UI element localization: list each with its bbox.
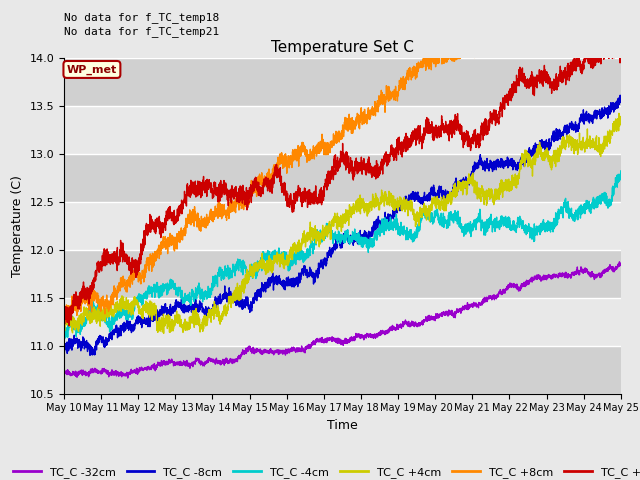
TC_C -8cm bbox=[617, 94, 625, 100]
Bar bbox=[64, 298, 621, 346]
Line: TC_C -8cm: TC_C -8cm bbox=[64, 95, 621, 355]
Text: No data for f_TC_temp21: No data for f_TC_temp21 bbox=[64, 26, 220, 37]
Title: Temperature Set C: Temperature Set C bbox=[271, 40, 414, 55]
Text: No data for f_TC_temp18: No data for f_TC_temp18 bbox=[64, 12, 220, 23]
TC_C +4cm bbox=[617, 120, 625, 126]
TC_C +8cm bbox=[436, 45, 444, 51]
TC_C +4cm bbox=[615, 110, 623, 116]
TC_C +4cm bbox=[617, 117, 625, 122]
TC_C +4cm bbox=[406, 208, 414, 214]
TC_C +4cm bbox=[60, 324, 68, 329]
Text: WP_met: WP_met bbox=[67, 64, 117, 74]
TC_C -32cm bbox=[617, 262, 625, 268]
TC_C +4cm bbox=[564, 136, 572, 142]
TC_C -32cm bbox=[406, 321, 414, 327]
TC_C +12cm bbox=[65, 323, 72, 329]
Bar bbox=[64, 346, 621, 394]
TC_C +12cm bbox=[617, 51, 625, 57]
TC_C -8cm bbox=[617, 97, 625, 103]
TC_C -8cm bbox=[180, 306, 188, 312]
Y-axis label: Temperature (C): Temperature (C) bbox=[11, 175, 24, 276]
TC_C -8cm bbox=[86, 352, 93, 358]
TC_C +12cm bbox=[583, 45, 591, 51]
Bar bbox=[64, 250, 621, 298]
TC_C -4cm bbox=[216, 264, 223, 270]
TC_C -4cm bbox=[406, 233, 414, 239]
TC_C -32cm bbox=[617, 260, 625, 266]
TC_C +8cm bbox=[564, 45, 572, 51]
TC_C -32cm bbox=[397, 323, 404, 329]
TC_C -32cm bbox=[180, 361, 188, 367]
TC_C +12cm bbox=[60, 317, 68, 323]
TC_C -4cm bbox=[617, 168, 625, 174]
TC_C +12cm bbox=[406, 143, 414, 148]
Bar bbox=[64, 58, 621, 106]
TC_C +4cm bbox=[397, 195, 404, 201]
X-axis label: Time: Time bbox=[327, 419, 358, 432]
TC_C -4cm bbox=[397, 231, 404, 237]
TC_C -32cm bbox=[564, 271, 572, 276]
TC_C +4cm bbox=[160, 331, 168, 336]
TC_C -4cm bbox=[616, 171, 624, 177]
Line: TC_C -32cm: TC_C -32cm bbox=[64, 262, 621, 378]
Line: TC_C +8cm: TC_C +8cm bbox=[64, 48, 621, 325]
TC_C -4cm bbox=[179, 300, 187, 305]
TC_C +8cm bbox=[216, 207, 223, 213]
TC_C -8cm bbox=[564, 126, 572, 132]
TC_C +8cm bbox=[617, 45, 625, 51]
TC_C -4cm bbox=[60, 342, 68, 348]
TC_C +8cm bbox=[406, 73, 414, 79]
TC_C -4cm bbox=[564, 205, 572, 211]
TC_C -32cm bbox=[216, 361, 223, 367]
TC_C +8cm bbox=[179, 229, 187, 235]
TC_C +12cm bbox=[397, 146, 404, 152]
Line: TC_C +12cm: TC_C +12cm bbox=[64, 48, 621, 326]
TC_C +12cm bbox=[617, 49, 625, 55]
TC_C -8cm bbox=[406, 198, 414, 204]
TC_C -32cm bbox=[60, 368, 68, 374]
TC_C -32cm bbox=[124, 375, 132, 381]
TC_C +8cm bbox=[397, 79, 404, 85]
TC_C -8cm bbox=[397, 201, 404, 207]
TC_C +4cm bbox=[216, 318, 223, 324]
Line: TC_C +4cm: TC_C +4cm bbox=[64, 113, 621, 334]
TC_C -8cm bbox=[216, 300, 223, 306]
TC_C -8cm bbox=[60, 341, 68, 347]
TC_C +12cm bbox=[216, 190, 223, 195]
TC_C +12cm bbox=[564, 60, 572, 66]
TC_C +12cm bbox=[180, 200, 188, 206]
Line: TC_C -4cm: TC_C -4cm bbox=[64, 171, 621, 345]
Bar bbox=[64, 154, 621, 202]
TC_C -32cm bbox=[616, 259, 623, 264]
TC_C +8cm bbox=[617, 45, 625, 51]
TC_C +8cm bbox=[60, 322, 68, 328]
TC_C +4cm bbox=[180, 325, 188, 331]
TC_C -8cm bbox=[616, 92, 624, 98]
Bar bbox=[64, 106, 621, 154]
Bar bbox=[64, 202, 621, 250]
Legend: TC_C -32cm, TC_C -8cm, TC_C -4cm, TC_C +4cm, TC_C +8cm, TC_C +12cm: TC_C -32cm, TC_C -8cm, TC_C -4cm, TC_C +… bbox=[8, 462, 640, 480]
